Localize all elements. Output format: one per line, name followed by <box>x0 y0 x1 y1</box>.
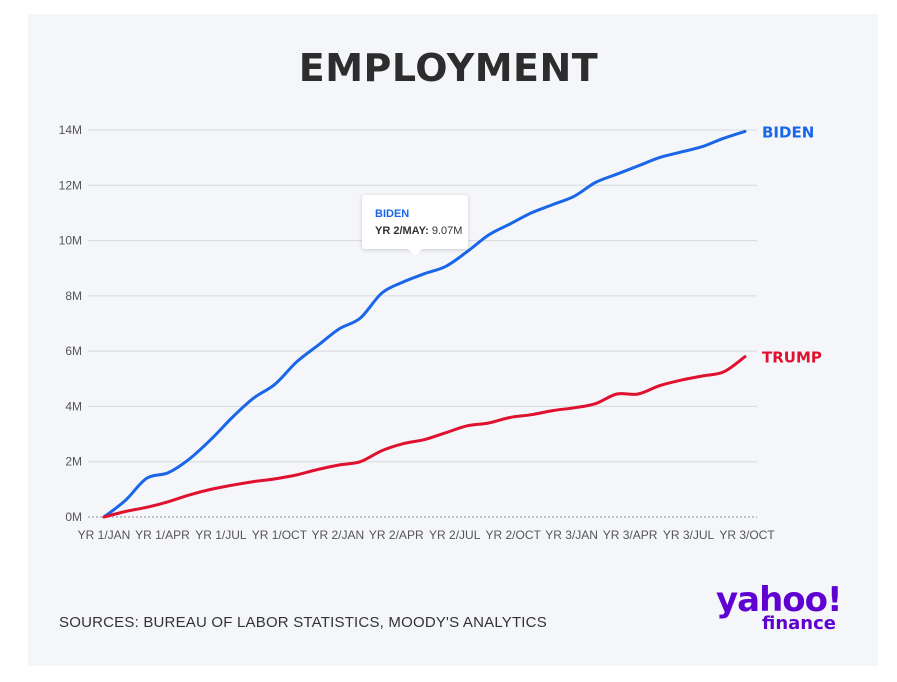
series-label-biden: BIDEN <box>762 123 814 141</box>
y-tick-label: 12M <box>59 178 82 192</box>
x-tick-label: YR 2/APR <box>369 528 424 542</box>
y-tick-label: 0M <box>65 510 82 524</box>
y-tick-label: 2M <box>65 455 82 469</box>
y-tick-label: 6M <box>65 344 82 358</box>
x-tick-label: YR 2/JAN <box>311 528 364 542</box>
tooltip-label: YR 2/MAY: <box>375 225 429 237</box>
x-tick-label: YR 1/OCT <box>252 528 308 542</box>
source-note: SOURCES: BUREAU OF LABOR STATISTICS, MOO… <box>59 614 547 631</box>
x-axis-ticks: YR 1/JAN YR 1/APR YR 1/JUL YR 1/OCT YR 2/JAN… <box>78 528 776 542</box>
x-tick-label: YR 1/JUL <box>195 528 247 542</box>
x-tick-label: YR 3/APR <box>603 528 658 542</box>
grid-lines <box>88 129 757 518</box>
y-tick-label: 14M <box>59 123 82 137</box>
logo-subtitle: finance <box>762 613 836 634</box>
y-tick-label: 10M <box>59 234 82 248</box>
series-labels: BIDEN TRUMP <box>762 123 822 366</box>
x-tick-label: YR 2/JUL <box>429 528 481 542</box>
series-lines <box>102 129 747 519</box>
y-tick-label: 8M <box>65 289 82 303</box>
yahoo-finance-logo: yahoo! finance <box>716 580 856 635</box>
x-tick-label: YR 3/JAN <box>545 528 598 542</box>
tooltip-series-name: BIDEN <box>375 208 410 220</box>
x-tick-label: YR 3/OCT <box>719 528 775 542</box>
x-tick-label: YR 3/JUL <box>663 528 715 542</box>
y-axis-ticks: 0M 2M 4M 6M 8M 10M 12M 14M <box>59 123 82 524</box>
y-tick-label: 4M <box>65 399 82 413</box>
chart-card <box>28 14 878 666</box>
series-line-trump <box>102 355 747 519</box>
series-line-biden <box>102 129 747 519</box>
chart-title: EMPLOYMENT <box>298 46 599 90</box>
logo-wordmark: yahoo! <box>716 580 843 620</box>
series-label-trump: TRUMP <box>762 349 822 367</box>
x-tick-label: YR 1/APR <box>135 528 190 542</box>
tooltip-value: 9.07M <box>431 225 463 237</box>
x-tick-label: YR 1/JAN <box>78 528 131 542</box>
data-tooltip: BIDEN YR 2/MAY: 9.07M <box>362 195 468 256</box>
tooltip-value-line: YR 2/MAY: 9.07M <box>375 225 462 237</box>
x-tick-label: YR 2/OCT <box>486 528 542 542</box>
